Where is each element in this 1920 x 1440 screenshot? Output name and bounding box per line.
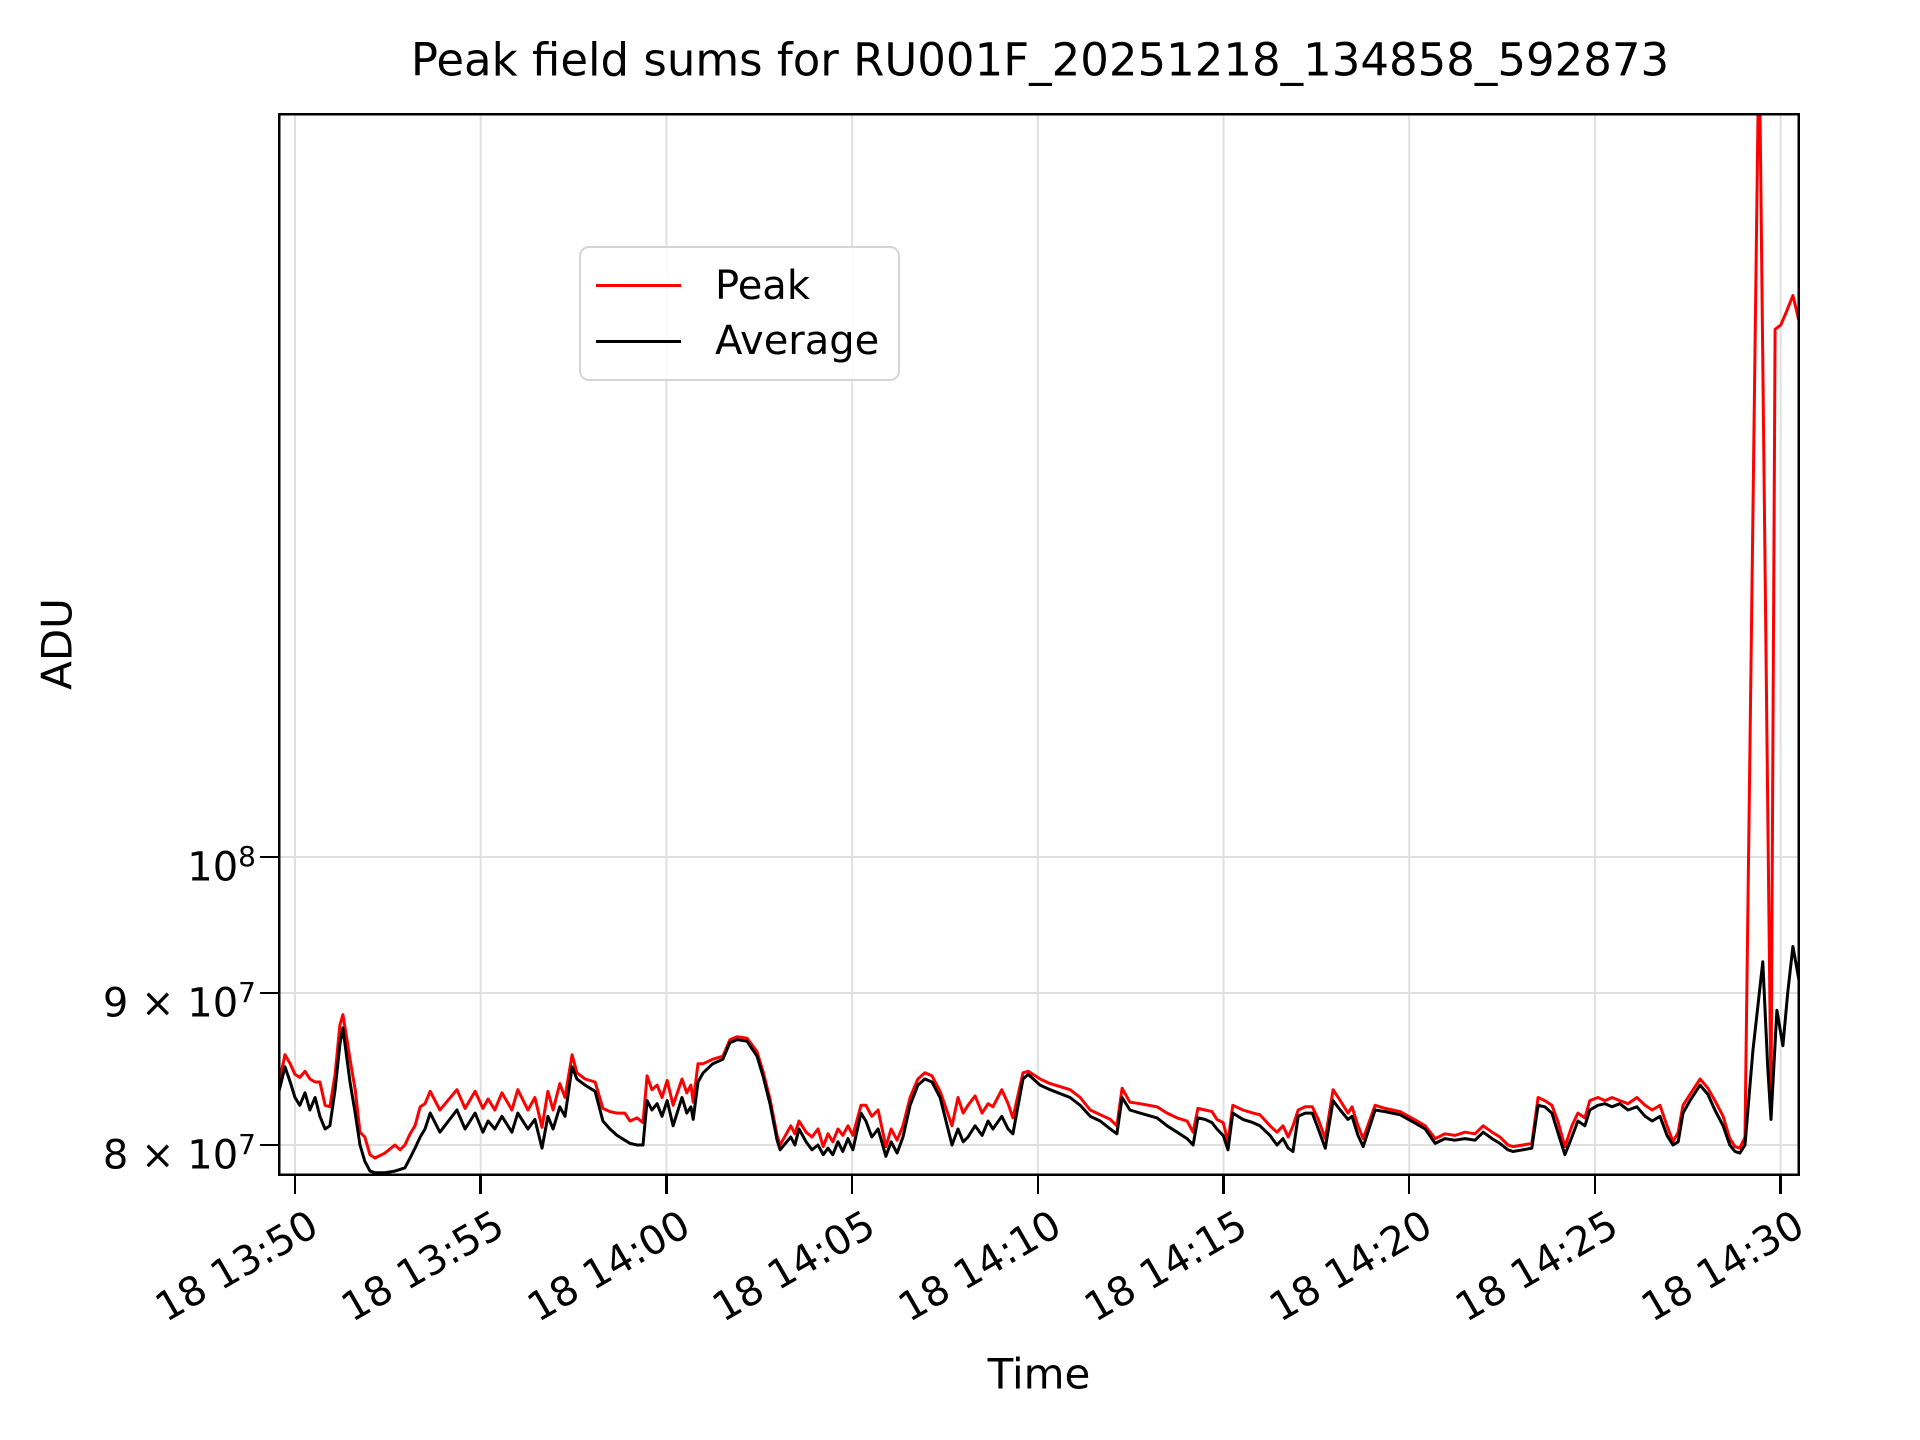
y-tick-label-text: 8 × 10 [102,1132,239,1179]
x-tick-label-text: 18 14:10 [890,1202,1069,1332]
y-tick-label: 108 [187,839,256,891]
y-tick-mark [260,991,278,995]
x-tick-mark [293,1176,297,1194]
legend-label-average: Average [715,318,880,365]
axes-spines [278,113,1800,1176]
x-tick-label-text: 18 14:25 [1448,1202,1626,1332]
legend-label-peak: Peak [715,262,810,309]
x-tick-mark [850,1176,854,1194]
average-line-sample [596,339,681,343]
y-tick-label-text: 10 [187,844,239,891]
x-tick-mark [1593,1176,1597,1194]
x-tick-mark [479,1176,482,1194]
peak-line-sample [596,284,681,288]
x-axis-label: Time [987,1349,1091,1399]
series-canvas [278,113,1800,1176]
x-tick-mark [1222,1176,1225,1194]
y-tick-mark [260,855,278,859]
y-axis-label: ADU [32,598,82,690]
x-tick-label-text: 18 13:50 [148,1202,326,1332]
x-tick-mark [665,1176,668,1194]
x-tick-mark [1407,1176,1411,1194]
y-tick-label: 9 × 107 [102,975,256,1027]
legend-entry-average: Average [581,321,898,361]
y-tick-mark [260,1143,278,1147]
plot-area: Peak Average [278,113,1800,1176]
chart-title: Peak field sums for RU001F_20251218_1348… [410,33,1670,87]
legend-entry-peak: Peak [581,266,898,306]
x-tick-label-text: 18 14:05 [705,1202,884,1332]
x-tick-label-text: 18 14:00 [519,1202,698,1332]
y-tick-label: 8 × 107 [102,1128,256,1179]
x-tick-label-text: 18 14:20 [1262,1202,1441,1332]
x-tick-label-text: 18 14:30 [1633,1202,1812,1332]
series-line-average [278,945,1800,1175]
y-tick-label-text: 9 × 10 [102,980,239,1027]
x-tick-label-text: 18 13:55 [333,1202,512,1332]
x-tick-mark [1036,1176,1040,1194]
series-line-peak [278,113,1800,1160]
x-tick-mark [1779,1176,1782,1194]
legend: Peak Average [579,246,900,381]
x-tick-label-text: 18 14:15 [1076,1202,1255,1332]
